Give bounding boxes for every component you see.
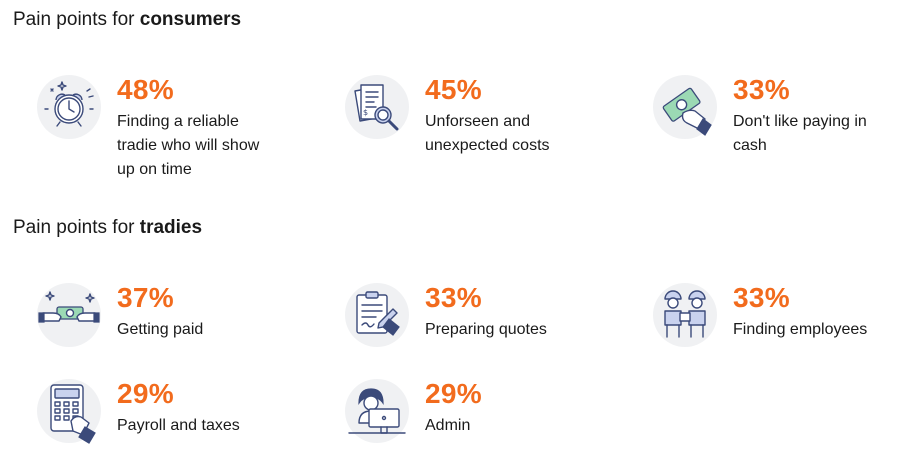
cash-in-hand-icon: [653, 75, 717, 139]
stat-label: Getting paid: [117, 321, 204, 338]
stat-label: Finding employees: [733, 321, 868, 338]
section-title-tradies: Pain points for tradies: [13, 216, 202, 240]
workers-icon: [653, 283, 717, 347]
stat-percent: 29%: [117, 378, 174, 409]
stat-percent: 33%: [733, 74, 790, 105]
invoice-magnifier-icon: $: [345, 75, 409, 139]
stat-percent: 33%: [425, 282, 482, 313]
stat-label: Finding a reliable tradie who will show …: [117, 113, 260, 178]
svg-text:$: $: [363, 108, 368, 117]
stat-label: Don't like paying in cash: [733, 113, 867, 154]
section-title-consumers: Pain points for consumers: [13, 8, 241, 32]
stat-percent: 33%: [733, 282, 790, 313]
money-handover-icon: [37, 283, 101, 347]
calculator-icon: [37, 379, 101, 444]
section-title-prefix: Pain points for: [13, 217, 140, 238]
stat-percent: 37%: [117, 282, 174, 313]
stat-label: Payroll and taxes: [117, 417, 240, 434]
alarm-clock-icon: [37, 75, 101, 139]
stat-label: Preparing quotes: [425, 321, 547, 338]
stat-percent: 29%: [425, 378, 482, 409]
section-title-emphasis: tradies: [139, 217, 203, 238]
computer-desk-icon: [345, 379, 409, 443]
stat-label: Unforseen and unexpected costs: [425, 113, 550, 154]
stat-percent: 45%: [425, 74, 482, 105]
clipboard-pen-icon: [345, 283, 409, 347]
stat-label: Admin: [425, 417, 471, 434]
section-title-prefix: Pain points for: [13, 9, 140, 30]
stat-percent: 48%: [117, 74, 174, 105]
section-title-emphasis: consumers: [139, 9, 242, 30]
